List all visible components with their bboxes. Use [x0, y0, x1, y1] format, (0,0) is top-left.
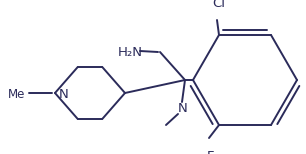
Text: Me: Me — [8, 87, 25, 101]
Text: Cl: Cl — [212, 0, 226, 10]
Text: F: F — [206, 150, 214, 154]
Text: H₂N: H₂N — [118, 45, 143, 59]
Text: N: N — [178, 101, 188, 115]
Text: N: N — [59, 87, 69, 101]
